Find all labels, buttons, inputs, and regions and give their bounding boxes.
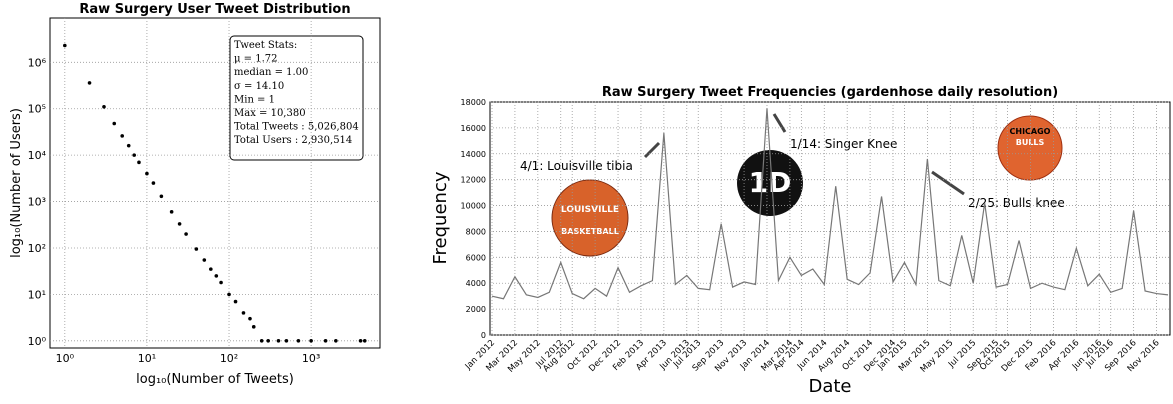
stats-line: Total Users : 2,930,514 xyxy=(234,135,352,146)
point xyxy=(362,339,367,343)
point xyxy=(145,171,149,176)
stats-line: σ = 14.10 xyxy=(234,81,284,92)
point xyxy=(102,104,106,109)
y-tick-label: 10000 xyxy=(461,202,486,211)
stats-line: Max = 10,380 xyxy=(234,108,306,119)
logo-text: BULLS xyxy=(1016,138,1045,147)
point xyxy=(202,258,207,262)
y-tick-label: 0 xyxy=(481,331,486,340)
y-tick-label: 18000 xyxy=(461,98,486,107)
point xyxy=(358,339,363,343)
y-tick-label: 10³ xyxy=(28,196,46,209)
left-frame xyxy=(49,17,381,349)
point xyxy=(323,339,328,343)
point xyxy=(169,210,174,214)
stats-box xyxy=(229,35,364,161)
logo-louisville xyxy=(551,179,629,257)
y-tick-label: 10² xyxy=(28,242,46,255)
annotation: 1/14: Singer Knee xyxy=(790,137,897,151)
right-y-label: Frequency xyxy=(430,171,451,264)
point xyxy=(248,316,252,321)
y-tick-label: 4000 xyxy=(466,279,486,288)
y-tick-label: 14000 xyxy=(461,150,486,159)
point xyxy=(276,339,281,343)
annotation: 2/25: Bulls knee xyxy=(968,196,1065,210)
stats-line: median = 1.00 xyxy=(234,67,308,78)
right-title: Raw Surgery Tweet Frequencies (gardenhos… xyxy=(602,85,1058,100)
y-tick-label: 10⁵ xyxy=(28,103,46,116)
stats-line: Tweet Stats: xyxy=(234,40,297,51)
logo-1d xyxy=(737,150,803,216)
y-tick-label: 10⁰ xyxy=(28,335,47,348)
y-tick-label: 12000 xyxy=(461,176,486,185)
point xyxy=(151,181,156,185)
arrow xyxy=(643,141,661,159)
logo-text: 1D xyxy=(749,166,792,199)
left-y-label: log₁₀(Number of Users) xyxy=(9,108,24,258)
logo-text: CHICAGO xyxy=(1010,127,1051,136)
annotation: 4/1: Louisville tibia xyxy=(520,159,633,173)
annotations: 4/1: Louisville tibia 1/14: Singer Knee … xyxy=(520,113,1065,210)
y-tick-label: 10¹ xyxy=(28,288,46,301)
point xyxy=(137,160,141,165)
point xyxy=(87,81,92,85)
point xyxy=(284,339,289,343)
point xyxy=(296,339,301,343)
stats-line: μ = 1.72 xyxy=(234,54,278,65)
y-tick-label: 16000 xyxy=(461,124,486,133)
point xyxy=(63,43,67,48)
logos: LOUISVILLE BASKETBALL 1D CHICAGO BULLS xyxy=(551,115,1063,257)
arrow xyxy=(931,170,965,196)
point xyxy=(112,121,117,126)
point xyxy=(227,292,231,297)
point xyxy=(266,339,270,343)
left-title: Raw Surgery User Tweet Distribution xyxy=(79,2,350,17)
point xyxy=(219,280,223,285)
point xyxy=(209,267,213,271)
y-tick-label: 6000 xyxy=(466,253,486,262)
point xyxy=(177,222,182,226)
logo-text: LOUISVILLE xyxy=(561,205,619,215)
point xyxy=(184,232,188,236)
point xyxy=(126,143,131,148)
x-tick-label: 10¹ xyxy=(138,352,156,365)
x-tick-label: 10³ xyxy=(302,352,320,365)
left-x-label: log₁₀(Number of Tweets) xyxy=(136,372,294,387)
y-tick-label: 10⁴ xyxy=(28,149,47,162)
arrow xyxy=(772,113,787,133)
point xyxy=(334,339,338,343)
point xyxy=(241,311,246,315)
stats-line: Total Tweets : 5,026,804 xyxy=(234,122,359,133)
point xyxy=(194,247,199,251)
point xyxy=(309,339,313,343)
x-tick-label: 10⁰ xyxy=(56,352,75,365)
line xyxy=(491,108,1169,300)
y-tick-label: 2000 xyxy=(466,305,486,314)
point xyxy=(159,194,164,199)
point xyxy=(251,325,256,329)
point xyxy=(120,134,125,138)
point xyxy=(259,339,264,343)
y-tick-label: 8000 xyxy=(466,227,486,236)
x-tick-label: 10² xyxy=(220,352,238,365)
right-x-label: Date xyxy=(808,376,851,397)
y-tick-label: 10⁶ xyxy=(28,56,47,69)
stats-line: Min = 1 xyxy=(234,94,275,105)
point xyxy=(233,299,238,304)
point xyxy=(214,274,219,278)
point xyxy=(132,153,137,157)
